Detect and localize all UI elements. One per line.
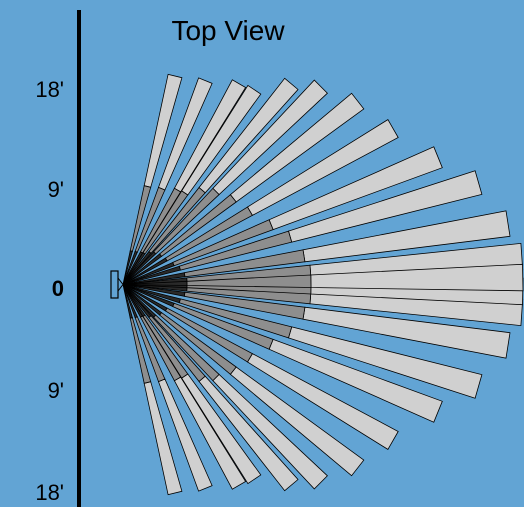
- axis-label-top-9: 9': [48, 177, 64, 202]
- beam-core-segment: [122, 251, 157, 285]
- beam-core-segment: [122, 252, 146, 285]
- detection-beam: [122, 77, 299, 285]
- detection-beam: [122, 79, 328, 285]
- beam-core-segment: [122, 284, 152, 319]
- detection-beam: [122, 146, 443, 285]
- detection-beams: [122, 73, 524, 496]
- detection-beam: [122, 77, 213, 285]
- detection-beam: [122, 263, 524, 292]
- beam-core-segment: [122, 284, 168, 312]
- beam-core-segment: [122, 261, 175, 285]
- detection-beam: [122, 119, 399, 285]
- detection-beam: [122, 284, 399, 450]
- detection-beam: [122, 210, 511, 285]
- beam-core-segment: [122, 265, 181, 285]
- beam-core-segment: [122, 284, 181, 304]
- beam-core-segment: [122, 253, 163, 285]
- beam-core-segment: [122, 250, 138, 285]
- detection-beam: [122, 284, 365, 477]
- detection-beam: [122, 170, 483, 285]
- beam-core-segment: [122, 250, 152, 285]
- detection-beam: [122, 284, 443, 423]
- beam-core-segment: [122, 284, 157, 318]
- axis-labels: 18' 9' 0 9' 18': [35, 77, 64, 505]
- beam-core-segment: [122, 272, 186, 285]
- beam-core-segment: [122, 257, 168, 285]
- axis-label-bottom-9: 9': [48, 378, 64, 403]
- detection-beam: [122, 284, 483, 399]
- beam-core-segment: [122, 280, 188, 286]
- detection-beam: [122, 284, 213, 492]
- axis-label-top-18: 18': [35, 77, 64, 102]
- beam-core-segment: [122, 284, 186, 297]
- detection-beam: [122, 284, 183, 496]
- axis-label-zero: 0: [52, 276, 64, 301]
- axis-label-bottom-18: 18': [35, 480, 64, 505]
- detection-beam: [122, 284, 511, 359]
- detection-beam: [122, 284, 328, 490]
- detection-beam: [122, 84, 262, 285]
- beam-core-segment: [122, 284, 163, 316]
- detection-beam: [122, 73, 183, 285]
- detection-beam: [122, 284, 262, 485]
- beam-core-segment: [122, 284, 146, 317]
- detection-beam: [122, 284, 299, 492]
- beam-core-segment: [122, 250, 133, 285]
- motion-sensor-icon: [110, 270, 124, 299]
- beam-core-segment: [122, 284, 138, 319]
- detection-beam: [122, 92, 365, 285]
- beam-core-segment: [122, 284, 175, 308]
- diagram-title: Top View: [171, 15, 285, 46]
- beam-core-segment: [122, 284, 133, 319]
